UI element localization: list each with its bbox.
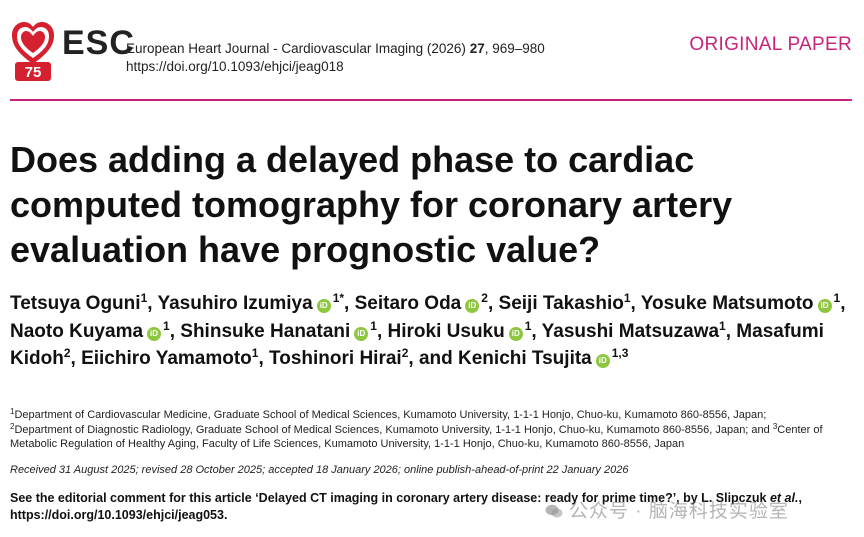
orcid-icon[interactable]: iD — [508, 326, 523, 341]
author-affiliation-sup: 2 — [63, 346, 71, 360]
orcid-icon[interactable]: iD — [817, 299, 832, 313]
author-affiliation-sup: 1 — [719, 318, 726, 333]
author-separator: , — [487, 293, 499, 314]
author-affiliation-sup: 1 — [370, 318, 377, 333]
author-name: Toshinori Hirai — [269, 348, 402, 369]
header-divider — [10, 99, 852, 101]
watermark: 公众号 · 脑海科技实验室 — [545, 496, 789, 523]
author-affiliation-sup: 1 — [251, 346, 259, 360]
orcid-icon[interactable]: iD — [465, 299, 480, 313]
orcid-icon[interactable]: iD — [147, 326, 162, 341]
affiliation-2: Department of Diagnostic Radiology, Grad… — [14, 423, 773, 436]
author-name: Tetsuya Oguni — [10, 293, 141, 314]
affiliations: 1Department of Cardiovascular Medicine, … — [10, 408, 856, 452]
wechat-icon — [545, 504, 563, 518]
author-separator: , — [169, 320, 181, 342]
author-affiliation-sup: 1 — [833, 291, 841, 305]
journal-line: European Heart Journal - Cardiovascular … — [126, 40, 545, 58]
article-title: Does adding a delayed phase to cardiac c… — [10, 139, 733, 270]
editorial-etal: et al. — [769, 491, 799, 505]
journal-header: 75 ESC European Heart Journal - Cardiova… — [10, 20, 856, 81]
affiliation-number: 2 — [10, 421, 15, 431]
author-affiliation-sup: 1 — [163, 318, 170, 333]
author-separator: , — [344, 293, 355, 314]
journal-pages: , 969–980 — [484, 41, 545, 56]
author-name: Seitaro Oda — [354, 293, 462, 314]
watermark-text: 公众号 · 脑海科技实验室 — [569, 501, 789, 522]
journal-name: European Heart Journal - Cardiovascular … — [126, 41, 470, 56]
author-separator: , — [376, 320, 388, 342]
author-separator: , — [531, 320, 542, 342]
author-affiliation-sup: 1* — [332, 291, 345, 305]
author-name: Masafumi Kidoh — [10, 320, 824, 370]
author-name: Shinsuke Hanatani — [180, 320, 351, 342]
editorial-note: See the editorial comment for this artic… — [10, 490, 856, 524]
affiliation-number: 3 — [772, 421, 778, 431]
author-separator: , — [70, 348, 82, 369]
author-name: Eiichiro Yamamoto — [81, 348, 252, 369]
author-separator: , — [630, 293, 641, 314]
received-dates: Received 31 August 2025; revised 28 Octo… — [10, 464, 629, 476]
author-separator: , — [147, 293, 158, 314]
orcid-icon[interactable]: iD — [354, 326, 369, 341]
orcid-icon[interactable]: iD — [595, 354, 610, 368]
author-name: Seiji Takashio — [498, 293, 624, 314]
orcid-icon[interactable]: iD — [316, 299, 331, 313]
article-doi-link[interactable]: https://doi.org/10.1093/ehjci/jeag018 — [126, 59, 344, 74]
author-name: Yosuke Matsumoto — [640, 293, 814, 314]
affiliation-1: Department of Cardiovascular Medicine, G… — [14, 409, 767, 421]
logo-badge-text: 75 — [25, 64, 42, 81]
affiliation-number: 1 — [10, 407, 15, 416]
author-name: Hiroki Usuku — [387, 320, 505, 342]
author-affiliation-sup: 1 — [140, 291, 148, 305]
author-separator: , and — [408, 348, 459, 369]
author-name: Yasushi Matsuzawa — [541, 320, 720, 342]
journal-volume: 27 — [469, 41, 485, 56]
author-affiliation-sup: 1 — [623, 291, 631, 305]
paper-type-label: ORIGINAL PAPER — [689, 34, 852, 55]
journal-citation: European Heart Journal - Cardiovascular … — [126, 40, 545, 76]
author-separator: , — [725, 320, 737, 342]
affiliation-3: Center of Metabolic Regulation of Health… — [10, 423, 823, 451]
author-affiliation-sup: 2 — [401, 346, 409, 360]
editorial-text: See the editorial comment for this artic… — [10, 491, 770, 505]
author-list: Tetsuya Oguni1, Yasuhiro Izumiya iD1*, Se… — [10, 290, 855, 373]
author-affiliation-sup: 2 — [481, 291, 488, 305]
author-separator: , — [258, 348, 270, 369]
editorial-doi-link[interactable]: , https://doi.org/10.1093/ehjci/jeag053. — [10, 491, 802, 522]
author-separator: , — [840, 293, 846, 314]
esc-heart-logo: 75 — [12, 22, 54, 81]
author-affiliation-sup: 1,3 — [611, 346, 629, 360]
author-name: Kenichi Tsujita — [458, 348, 592, 369]
author-affiliation-sup: 1 — [524, 318, 532, 333]
author-name: Yasuhiro Izumiya — [157, 293, 313, 314]
author-name: Naoto Kuyama — [10, 320, 144, 342]
esc-wordmark: ESC — [62, 24, 135, 62]
